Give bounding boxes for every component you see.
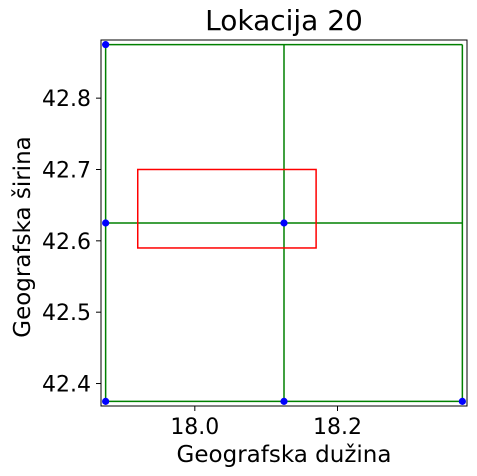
chart-title: Lokacija 20 [205,4,363,37]
y-tick-label: 42.8 [42,87,91,112]
y-axis-label: Geografska širina [10,136,36,338]
x-axis-label: Geografska dužina [177,442,392,468]
x-axis: 18.0 18.2 [170,406,362,440]
x-tick-label: 18.2 [313,415,362,440]
y-axis: 42.4 42.5 42.6 42.7 42.8 [42,87,101,398]
location-rectangle [136,168,317,249]
y-tick-label: 42.7 [42,158,91,183]
data-point [102,41,110,49]
data-point [102,219,110,227]
data-point [102,397,110,405]
x-tick-label: 18.0 [170,415,219,440]
data-point [280,397,288,405]
y-tick-label: 42.4 [42,373,91,398]
y-tick-label: 42.5 [42,301,91,326]
axes-frame [100,39,468,407]
data-point [280,219,288,227]
y-tick-label: 42.6 [42,230,91,255]
data-point [458,397,466,405]
plot-area [102,41,466,405]
